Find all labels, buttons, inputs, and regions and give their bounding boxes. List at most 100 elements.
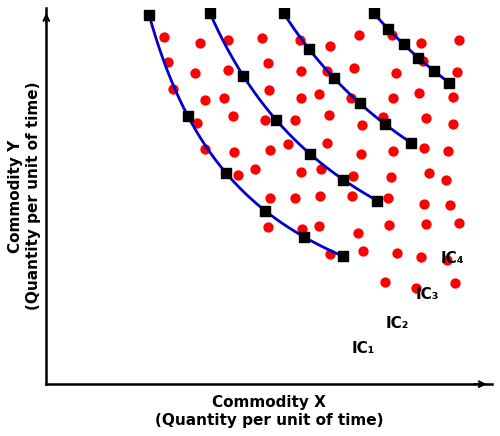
Point (422, 221, 430, 228)
Point (206, 10, 214, 17)
Point (191, 69, 199, 76)
Point (420, 58, 428, 65)
Point (416, 39, 424, 46)
Point (202, 145, 209, 152)
Text: IC₂: IC₂ (386, 316, 409, 331)
Point (355, 31, 363, 38)
Point (347, 94, 355, 101)
Point (454, 68, 462, 75)
Point (264, 59, 272, 66)
Point (420, 145, 428, 152)
Point (358, 121, 366, 128)
Point (261, 207, 269, 214)
Point (384, 25, 392, 32)
Point (407, 139, 415, 146)
Point (224, 66, 232, 73)
Point (234, 172, 242, 179)
Point (164, 59, 172, 66)
Point (284, 140, 292, 147)
Point (224, 36, 232, 43)
Point (291, 195, 299, 202)
Point (296, 37, 304, 44)
Text: IC₃: IC₃ (416, 287, 439, 302)
Point (400, 41, 407, 48)
Point (417, 254, 425, 261)
Point (379, 114, 387, 121)
Point (300, 233, 308, 240)
Point (305, 45, 313, 52)
Point (386, 221, 394, 228)
Point (414, 54, 422, 61)
Point (348, 173, 356, 180)
Point (239, 72, 247, 79)
Point (258, 34, 266, 41)
Point (252, 166, 260, 173)
Y-axis label: Commodity Y
(Quantity per unit of time): Commodity Y (Quantity per unit of time) (8, 82, 40, 310)
Point (297, 67, 305, 74)
Point (315, 91, 323, 98)
Point (339, 176, 347, 183)
Point (330, 75, 338, 82)
Point (357, 151, 365, 158)
Point (160, 34, 168, 41)
Point (326, 42, 334, 49)
Point (388, 32, 396, 39)
Point (272, 116, 280, 123)
X-axis label: Commodity X
(Quantity per unit of time): Commodity X (Quantity per unit of time) (154, 395, 383, 428)
Point (261, 116, 269, 123)
Point (316, 192, 324, 199)
Point (384, 195, 392, 202)
Point (196, 40, 204, 47)
Point (222, 170, 230, 177)
Point (194, 119, 202, 126)
Point (443, 256, 451, 263)
Point (266, 146, 274, 153)
Point (373, 197, 381, 204)
Point (370, 10, 378, 17)
Point (323, 139, 331, 146)
Point (264, 224, 272, 231)
Point (306, 150, 314, 157)
Point (350, 65, 358, 72)
Point (348, 192, 356, 199)
Point (420, 201, 428, 208)
Point (444, 148, 452, 155)
Point (388, 147, 396, 154)
Point (412, 284, 420, 291)
Point (354, 230, 362, 237)
Point (266, 195, 274, 202)
Point (265, 86, 273, 93)
Point (449, 120, 457, 127)
Point (230, 148, 238, 155)
Point (356, 100, 364, 107)
Point (229, 112, 237, 119)
Point (170, 85, 177, 92)
Point (446, 201, 454, 208)
Point (297, 168, 305, 175)
Point (280, 10, 287, 17)
Point (298, 225, 306, 232)
Point (326, 251, 334, 258)
Point (392, 250, 400, 257)
Point (430, 67, 438, 74)
Point (452, 280, 460, 287)
Point (392, 70, 400, 77)
Point (324, 112, 332, 119)
Text: IC₁: IC₁ (352, 341, 375, 356)
Point (381, 121, 389, 128)
Point (184, 112, 192, 119)
Point (381, 279, 389, 286)
Point (202, 97, 209, 104)
Point (318, 166, 326, 173)
Point (322, 67, 330, 74)
Point (145, 11, 153, 18)
Point (422, 115, 430, 122)
Point (454, 37, 462, 44)
Point (359, 248, 367, 255)
Point (388, 95, 396, 102)
Point (292, 117, 300, 124)
Point (314, 222, 322, 229)
Point (455, 219, 463, 226)
Point (449, 93, 457, 100)
Point (387, 174, 395, 181)
